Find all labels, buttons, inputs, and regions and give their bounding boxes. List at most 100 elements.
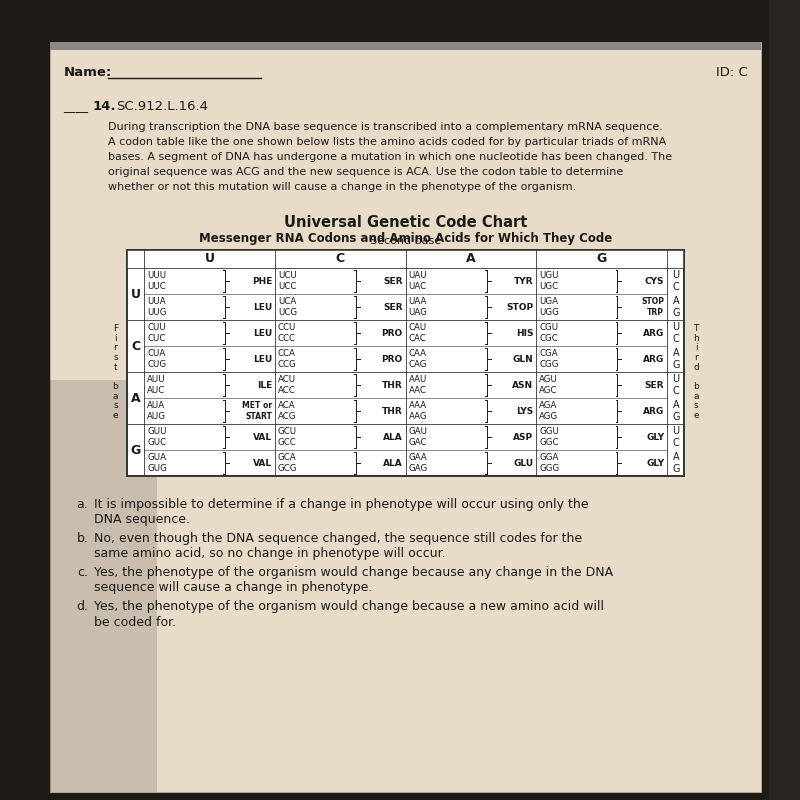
Text: CGA: CGA <box>539 349 558 358</box>
Text: GCC: GCC <box>278 438 297 447</box>
Text: UUA: UUA <box>147 297 166 306</box>
Text: GGG: GGG <box>539 464 559 474</box>
Text: whether or not this mutation will cause a change in the phenotype of the organis: whether or not this mutation will cause … <box>108 182 576 192</box>
Bar <box>50 42 762 50</box>
Text: GUU: GUU <box>147 426 166 436</box>
Text: UCG: UCG <box>278 308 297 318</box>
Text: ASN: ASN <box>513 381 534 390</box>
Text: GLN: GLN <box>513 354 534 363</box>
Text: AAA: AAA <box>409 401 426 410</box>
Text: TRP: TRP <box>647 308 664 318</box>
Text: STOP: STOP <box>642 297 664 306</box>
Text: VAL: VAL <box>253 433 272 442</box>
Text: UUG: UUG <box>147 308 166 318</box>
Text: CUC: CUC <box>147 334 166 343</box>
Text: Universal Genetic Code Chart: Universal Genetic Code Chart <box>284 215 527 230</box>
Text: CGG: CGG <box>539 360 559 370</box>
Text: ASP: ASP <box>514 433 534 442</box>
Text: CCC: CCC <box>278 334 296 343</box>
Text: G: G <box>672 413 679 422</box>
Text: CGC: CGC <box>539 334 558 343</box>
Text: UAU: UAU <box>409 270 427 280</box>
Text: No, even though the DNA sequence changed, the sequence still codes for the: No, even though the DNA sequence changed… <box>94 532 582 545</box>
Text: During transcription the DNA base sequence is transcribed into a complementary m: During transcription the DNA base sequen… <box>108 122 662 132</box>
Text: Name:: Name: <box>63 66 112 79</box>
Text: AGG: AGG <box>539 412 558 422</box>
Text: C: C <box>673 334 679 345</box>
Text: UGU: UGU <box>539 270 559 280</box>
Text: HIS: HIS <box>516 329 534 338</box>
Text: PRO: PRO <box>382 329 403 338</box>
Text: UUU: UUU <box>147 270 166 280</box>
Text: LEU: LEU <box>253 329 272 338</box>
Text: UGA: UGA <box>539 297 558 306</box>
Text: GCU: GCU <box>278 426 297 436</box>
Text: ARG: ARG <box>643 406 664 415</box>
Text: GLY: GLY <box>646 433 664 442</box>
Text: ID: C: ID: C <box>716 66 748 79</box>
Text: CCA: CCA <box>278 349 296 358</box>
Text: ALA: ALA <box>383 433 403 442</box>
Text: A: A <box>673 451 679 462</box>
Text: A: A <box>673 295 679 306</box>
Text: CUU: CUU <box>147 322 166 332</box>
Text: GCA: GCA <box>278 453 297 462</box>
Text: CCG: CCG <box>278 360 297 370</box>
Text: GAA: GAA <box>409 453 427 462</box>
Text: Messenger RNA Codons and Amino Acids for Which They Code: Messenger RNA Codons and Amino Acids for… <box>199 232 612 245</box>
Text: U: U <box>672 426 679 435</box>
Text: A: A <box>466 253 476 266</box>
Text: C: C <box>673 386 679 397</box>
Text: UUC: UUC <box>147 282 166 291</box>
Text: A codon table like the one shown below lists the amino acids coded for by partic: A codon table like the one shown below l… <box>108 137 666 147</box>
Text: SER: SER <box>383 302 403 311</box>
Text: GUC: GUC <box>147 438 166 447</box>
Text: d.: d. <box>77 600 89 613</box>
Text: AGC: AGC <box>539 386 558 395</box>
Text: UCA: UCA <box>278 297 296 306</box>
Text: GGU: GGU <box>539 426 559 436</box>
Text: A: A <box>673 399 679 410</box>
Text: CUG: CUG <box>147 360 166 370</box>
Text: CAC: CAC <box>409 334 426 343</box>
Text: STOP: STOP <box>506 302 534 311</box>
Text: AGU: AGU <box>539 374 558 384</box>
Text: same amino acid, so no change in phenotype will occur.: same amino acid, so no change in phenoty… <box>94 547 446 561</box>
Text: AUC: AUC <box>147 386 166 395</box>
Text: UAA: UAA <box>409 297 427 306</box>
Text: GAC: GAC <box>409 438 427 447</box>
Text: be coded for.: be coded for. <box>94 615 176 629</box>
Text: SER: SER <box>645 381 664 390</box>
Text: 14.: 14. <box>92 100 116 113</box>
Text: CGU: CGU <box>539 322 558 332</box>
Text: VAL: VAL <box>253 458 272 467</box>
Text: LYS: LYS <box>516 406 534 415</box>
Text: CYS: CYS <box>645 277 664 286</box>
Text: START: START <box>245 412 272 422</box>
Bar <box>127 250 685 268</box>
Text: AGA: AGA <box>539 401 558 410</box>
Text: GLU: GLU <box>514 458 534 467</box>
Text: GAG: GAG <box>409 464 428 474</box>
Text: CUA: CUA <box>147 349 166 358</box>
Text: It is impossible to determine if a change in phenotype will occur using only the: It is impossible to determine if a chang… <box>94 498 589 511</box>
Text: ____: ____ <box>63 100 89 113</box>
Text: Second base: Second base <box>370 236 442 246</box>
Text: b.: b. <box>77 532 89 545</box>
Text: GGC: GGC <box>539 438 559 447</box>
Text: G: G <box>597 253 607 266</box>
Text: SC.912.L.16.4: SC.912.L.16.4 <box>116 100 208 113</box>
Text: bases. A segment of DNA has undergone a mutation in which one nucleotide has bee: bases. A segment of DNA has undergone a … <box>108 152 672 162</box>
Text: UGG: UGG <box>539 308 559 318</box>
Text: ALA: ALA <box>383 458 403 467</box>
Text: CCU: CCU <box>278 322 296 332</box>
Text: AAC: AAC <box>409 386 426 395</box>
Bar <box>50 379 157 792</box>
Text: ARG: ARG <box>643 329 664 338</box>
Text: U: U <box>672 270 679 279</box>
Text: Yes, the phenotype of the organism would change because a new amino acid will: Yes, the phenotype of the organism would… <box>94 600 604 613</box>
Text: c.: c. <box>78 566 89 579</box>
Text: GAU: GAU <box>409 426 427 436</box>
Text: C: C <box>673 282 679 293</box>
Text: U: U <box>205 253 214 266</box>
